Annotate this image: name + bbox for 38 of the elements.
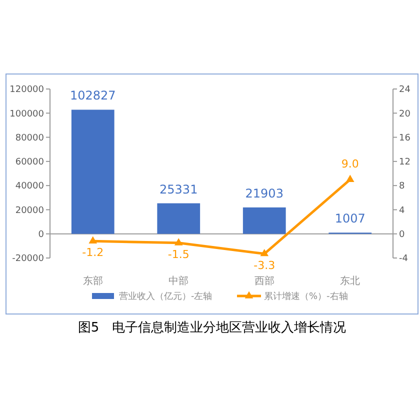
legend-label: 累计增速（%）-右轴 (264, 291, 348, 302)
data-label: 9.0 (341, 158, 359, 171)
y-tick-label: 80000 (15, 133, 44, 144)
y2-tick-label: 12 (399, 158, 410, 168)
data-label: 25331 (160, 182, 198, 196)
data-label: 1007 (334, 212, 366, 226)
y2-tick-label: 8 (399, 182, 405, 192)
y-tick-label: 0 (38, 230, 44, 240)
data-label: -1.5 (168, 248, 190, 261)
y2-tick-label: 4 (399, 206, 405, 216)
y-tick-label: 120000 (10, 85, 44, 96)
legend-label: 营业收入（亿元）-左轴 (119, 291, 212, 302)
point (346, 174, 354, 182)
y2-tick-label: 20 (399, 109, 411, 120)
point (88, 236, 98, 244)
x-tick-label: 东部 (82, 275, 103, 287)
data-label: -3.3 (254, 258, 276, 272)
y-tick-label: 60000 (15, 158, 44, 168)
x-tick-label: 西部 (254, 275, 274, 287)
y2-tick-label: 0 (399, 230, 405, 240)
bar (71, 110, 114, 234)
y2-tick-label: 24 (399, 85, 411, 96)
text: 图5 电子信息制造业分地区营业收入增长情况 (78, 320, 346, 336)
data-label: 102827 (70, 88, 116, 103)
x-tick-label: 中部 (168, 275, 189, 287)
y2-tick-label: -4 (399, 254, 408, 264)
y2-tick-label: 16 (399, 133, 411, 144)
y-tick-label: -20000 (12, 254, 44, 264)
bar (157, 203, 200, 234)
data-label: -1.2 (82, 246, 104, 260)
y-tick-label: 40000 (15, 182, 44, 192)
bar (242, 207, 286, 234)
data-label: 21903 (245, 186, 284, 200)
point (260, 248, 269, 256)
x-tick-label: 东北 (340, 275, 360, 287)
y-tick-label: 100000 (10, 109, 44, 120)
y-tick-label: 20000 (15, 206, 44, 216)
point (174, 238, 183, 246)
